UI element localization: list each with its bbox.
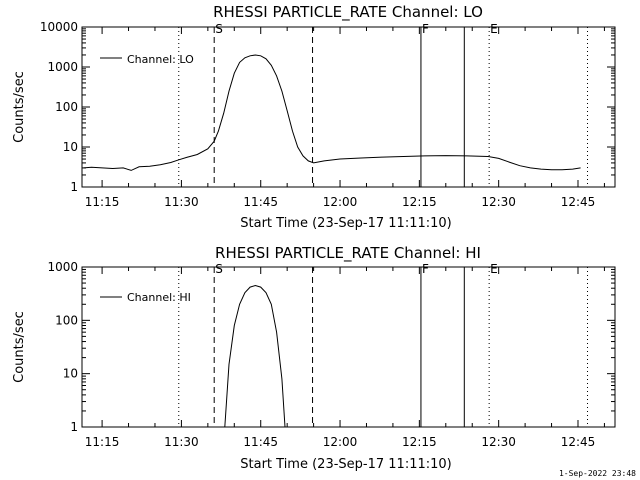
- x-axis-label-lo: Start Time (23-Sep-17 11:11:10): [240, 216, 451, 231]
- lo-channel-panel: RHESSI PARTICLE_RATE Channel: LO Start T…: [12, 3, 616, 231]
- x-tick-label: 12:15: [402, 195, 437, 209]
- event-marker-label: S: [215, 262, 223, 276]
- y-axis-label-hi: Counts/sec: [12, 311, 27, 383]
- y-axis-label-lo: Counts/sec: [12, 71, 27, 143]
- x-tick-label: 11:30: [164, 195, 199, 209]
- y-tick-label: 10: [63, 367, 78, 381]
- y-tick-label: 10000: [40, 20, 78, 34]
- y-tick-label: 1: [70, 180, 78, 194]
- x-tick-label: 12:30: [481, 435, 516, 449]
- plot-frame: [81, 26, 616, 188]
- event-marker-label: E: [490, 262, 498, 276]
- x-tick-label: 12:45: [561, 435, 596, 449]
- y-tick-label: 1: [70, 420, 78, 434]
- plot-frame: [81, 266, 616, 428]
- y-tick-label: 1000: [47, 60, 78, 74]
- event-marker-label: F: [422, 262, 429, 276]
- event-marker-label: E: [490, 22, 498, 36]
- hi-channel-panel: RHESSI PARTICLE_RATE Channel: HI Start T…: [12, 244, 616, 472]
- x-axis-label-hi: Start Time (23-Sep-17 11:11:10): [240, 457, 451, 472]
- x-tick-label: 11:45: [243, 195, 278, 209]
- x-tick-label: 12:45: [561, 195, 596, 209]
- y-tick-label: 1000: [47, 260, 78, 274]
- x-tick-label: 12:00: [323, 435, 358, 449]
- series-line: [83, 54, 581, 171]
- event-marker-label: S: [215, 22, 223, 36]
- x-tick-label: 12:30: [481, 195, 516, 209]
- event-marker-label: F: [422, 22, 429, 36]
- chart-title-hi: RHESSI PARTICLE_RATE Channel: HI: [215, 244, 481, 263]
- series-line: [224, 284, 286, 428]
- x-tick-label: 12:00: [323, 195, 358, 209]
- legend-label-lo: Channel: LO: [127, 53, 194, 66]
- footer-date: 1-Sep-2022 23:48: [559, 469, 636, 478]
- x-tick-label: 11:15: [85, 195, 120, 209]
- y-tick-label: 100: [55, 100, 78, 114]
- chart-title-lo: RHESSI PARTICLE_RATE Channel: LO: [213, 3, 483, 22]
- x-tick-label: 11:45: [243, 435, 278, 449]
- x-tick-label: 12:15: [402, 435, 437, 449]
- y-tick-label: 10: [63, 140, 78, 154]
- y-tick-label: 100: [55, 313, 78, 327]
- x-tick-label: 11:30: [164, 435, 199, 449]
- legend-label-hi: Channel: HI: [127, 291, 191, 304]
- x-tick-label: 11:15: [85, 435, 120, 449]
